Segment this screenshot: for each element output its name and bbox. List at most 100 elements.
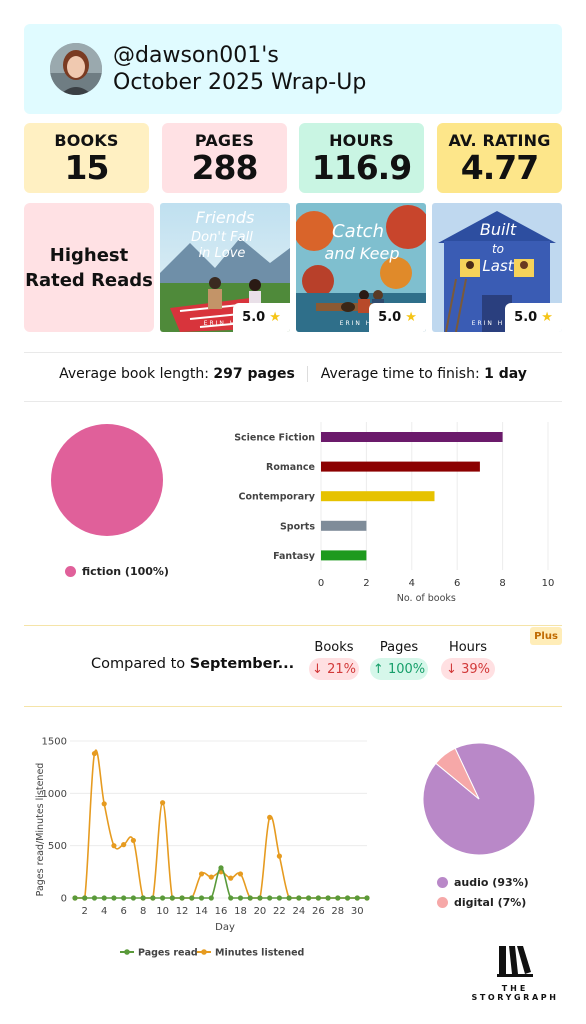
x-tick-label: 16: [215, 906, 228, 917]
x-tick-label: 0: [318, 578, 324, 589]
legend-dot-digital: [437, 897, 448, 908]
genre-bar: [321, 432, 503, 442]
book-cover-built-to-last[interactable]: Built to Last ERIN H 5.0 ★: [432, 203, 562, 332]
y-tick-label: 1500: [42, 737, 67, 748]
data-point: [228, 895, 234, 901]
wrapup-title: October 2025 Wrap-Up: [113, 70, 367, 95]
stat-books-label: BOOKS: [54, 131, 119, 150]
x-tick-label: 8: [499, 578, 505, 589]
fiction-pie-chart: [51, 424, 163, 536]
data-point: [189, 895, 195, 901]
star-icon: ★: [405, 310, 417, 325]
data-point: [286, 895, 292, 901]
category-label: Romance: [266, 462, 315, 473]
x-tick-label: 4: [409, 578, 415, 589]
data-point: [296, 895, 302, 901]
logo-text-the: THE: [501, 984, 529, 993]
highest-rated-label: Highest Rated Reads: [25, 244, 153, 291]
data-point: [169, 895, 175, 901]
highest-rated-label-box: Highest Rated Reads: [24, 203, 154, 332]
x-tick-label: 8: [140, 906, 146, 917]
legend-pages-read-marker: [124, 949, 130, 955]
data-point: [257, 895, 263, 901]
book-cover-friends-dont-fall-in-love[interactable]: Friends Don't Fall in Love ERIN H 5.0 ★: [160, 203, 290, 332]
arrow-down-icon: ↓: [312, 661, 323, 677]
x-tick-label: 26: [312, 906, 325, 917]
pie-slice-digital: [435, 747, 480, 800]
comparison-label: Compared to September...: [91, 656, 294, 672]
avatar[interactable]: [50, 43, 102, 95]
arrow-down-icon: ↓: [446, 661, 457, 677]
x-tick-label: 10: [542, 578, 555, 589]
data-point: [101, 895, 107, 901]
y-tick-label: 500: [48, 841, 67, 852]
averages-line: Average book length: 297 pages Average t…: [0, 366, 586, 382]
data-point: [91, 895, 98, 901]
x-tick-label: 2: [363, 578, 369, 589]
section-divider: [24, 352, 562, 353]
stat-rating-label: AV. RATING: [448, 131, 551, 150]
legend-pages-read-label: Pages read: [138, 948, 198, 959]
data-point: [121, 895, 127, 901]
user-handle: @dawson001's: [113, 43, 279, 68]
x-tick-label: 18: [234, 906, 247, 917]
y-tick-label: 0: [61, 894, 67, 905]
comparison-pill-pages: ↑ 100%: [370, 658, 428, 680]
rating-value: 5.0: [242, 310, 266, 325]
category-label: Science Fiction: [234, 433, 315, 444]
category-label: Fantasy: [273, 551, 316, 562]
y-axis-title: Pages read/Minutes listened: [35, 763, 46, 897]
book-cover-art: Catch and Keep ERIN H: [296, 203, 426, 332]
data-point: [111, 895, 117, 901]
x-tick-label: 20: [254, 906, 267, 917]
legend-minutes-listened-label: Minutes listened: [215, 948, 304, 959]
comparison-heading-hours: Hours: [448, 640, 488, 655]
avg-time-label: Average time to finish:: [320, 366, 480, 382]
avg-length-label: Average book length:: [59, 366, 209, 382]
data-point: [306, 895, 312, 901]
x-tick-label: 28: [331, 906, 344, 917]
data-point: [237, 895, 244, 901]
y-tick-label: 1000: [42, 789, 67, 800]
avg-time-value: 1 day: [484, 366, 527, 382]
x-tick-label: 2: [82, 906, 88, 917]
category-label: Contemporary: [239, 492, 316, 503]
book-cover-catch-and-keep[interactable]: Catch and Keep ERIN H 5.0 ★: [296, 203, 426, 332]
comparison-value: 21%: [327, 661, 356, 677]
book-author: ERIN H: [472, 320, 505, 327]
x-tick-label: 4: [101, 906, 107, 917]
digital-legend: digital (7%): [437, 896, 526, 909]
stat-books-value: 15: [64, 148, 110, 187]
audio-legend: audio (93%): [437, 876, 529, 889]
genre-bar: [321, 520, 367, 531]
book-title-line: in Love: [199, 246, 246, 261]
data-point: [228, 875, 234, 881]
genre-bar-chart: 0 2 4 6 8 10 Science Fiction Romance Contemporar…: [234, 422, 555, 604]
x-tick-label: 22: [273, 906, 286, 917]
format-pie-chart: [422, 742, 536, 856]
data-point: [364, 895, 370, 901]
stat-hours-label: HOURS: [329, 131, 394, 150]
book-author: ERIN H: [340, 320, 373, 327]
rating-value: 5.0: [514, 310, 538, 325]
data-point: [237, 871, 244, 877]
storygraph-logo[interactable]: THE STORYGRAPH: [470, 944, 560, 1002]
x-tick-label: 24: [292, 906, 305, 917]
legend-minutes-listened-marker: [201, 949, 207, 955]
data-point: [82, 895, 88, 901]
data-point: [111, 843, 117, 849]
book-title-line: Built: [480, 220, 517, 239]
data-point: [325, 895, 331, 901]
data-point: [72, 895, 78, 901]
logo-text-storygraph: STORYGRAPH: [471, 993, 559, 1002]
data-point: [130, 895, 136, 901]
plus-badge[interactable]: Plus: [530, 627, 562, 645]
data-point: [101, 801, 107, 807]
stat-pages-label: PAGES: [194, 131, 255, 150]
section-divider: [24, 401, 562, 402]
data-point: [344, 895, 351, 901]
genre-bar: [321, 550, 367, 561]
data-point: [91, 750, 98, 757]
data-point: [335, 895, 341, 901]
